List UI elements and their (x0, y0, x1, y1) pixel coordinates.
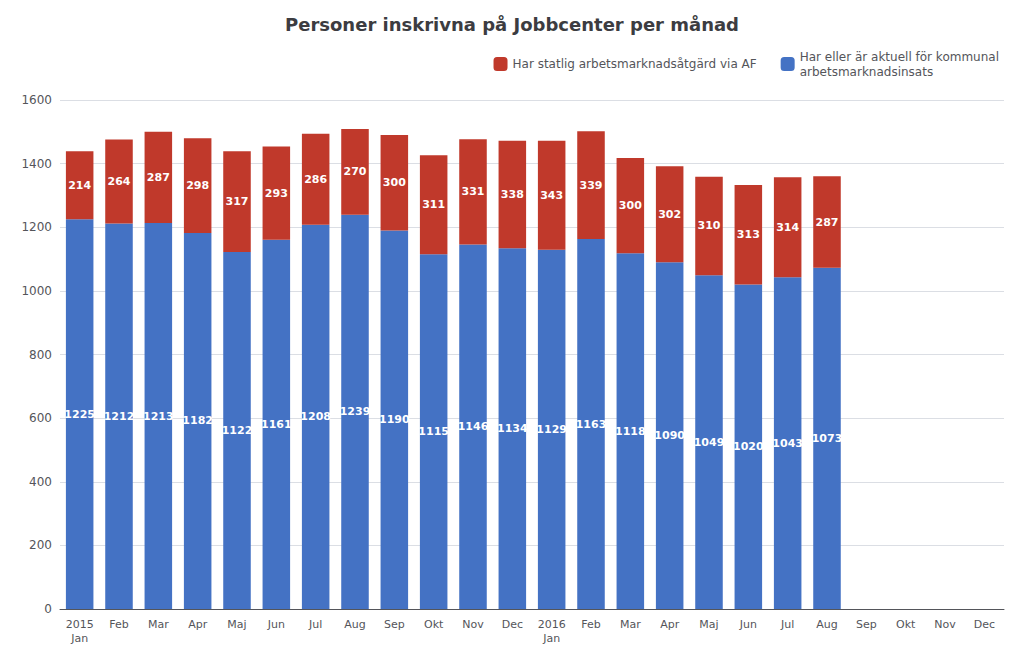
svg-text:1213: 1213 (143, 410, 174, 423)
svg-text:Sep: Sep (856, 618, 877, 631)
svg-text:1134: 1134 (497, 422, 528, 435)
svg-text:2016: 2016 (538, 618, 566, 631)
svg-text:Dec: Dec (502, 618, 523, 631)
svg-text:1225: 1225 (64, 408, 95, 421)
svg-text:286: 286 (304, 173, 327, 186)
svg-text:Nov: Nov (934, 618, 956, 631)
svg-text:1400: 1400 (21, 157, 52, 171)
svg-text:Mar: Mar (148, 618, 169, 631)
svg-text:Maj: Maj (227, 618, 246, 631)
svg-text:214: 214 (68, 179, 91, 192)
svg-text:300: 300 (619, 199, 642, 212)
svg-text:Okt: Okt (896, 618, 916, 631)
svg-text:1118: 1118 (615, 425, 646, 438)
svg-text:1212: 1212 (104, 410, 135, 423)
svg-text:600: 600 (29, 411, 52, 425)
svg-text:1182: 1182 (182, 414, 213, 427)
svg-text:Feb: Feb (581, 618, 600, 631)
svg-text:1129: 1129 (536, 423, 567, 436)
svg-text:Jun: Jun (739, 618, 757, 631)
svg-text:200: 200 (29, 538, 52, 552)
svg-text:Apr: Apr (660, 618, 680, 631)
svg-text:Okt: Okt (424, 618, 444, 631)
svg-text:302: 302 (658, 208, 681, 221)
svg-text:1115: 1115 (418, 425, 449, 438)
svg-text:1190: 1190 (379, 413, 410, 426)
svg-text:Personer inskrivna på Jobbcent: Personer inskrivna på Jobbcenter per mån… (285, 14, 739, 35)
svg-text:Aug: Aug (816, 618, 837, 631)
svg-text:338: 338 (501, 188, 524, 201)
svg-text:339: 339 (580, 179, 603, 192)
svg-text:Apr: Apr (188, 618, 208, 631)
svg-text:1122: 1122 (222, 424, 253, 437)
svg-text:Feb: Feb (109, 618, 128, 631)
svg-text:1161: 1161 (261, 418, 292, 431)
svg-text:1146: 1146 (458, 420, 489, 433)
svg-text:1090: 1090 (654, 429, 685, 442)
svg-text:293: 293 (265, 187, 288, 200)
svg-text:287: 287 (816, 216, 839, 229)
svg-text:Aug: Aug (344, 618, 365, 631)
svg-text:arbetsmarknadsinsats: arbetsmarknadsinsats (800, 65, 934, 79)
svg-text:1049: 1049 (694, 436, 725, 449)
svg-text:Jun: Jun (267, 618, 285, 631)
svg-text:298: 298 (186, 179, 209, 192)
svg-text:800: 800 (29, 348, 52, 362)
svg-text:270: 270 (344, 165, 367, 178)
svg-text:Mar: Mar (620, 618, 641, 631)
svg-text:Maj: Maj (699, 618, 718, 631)
svg-text:300: 300 (383, 176, 406, 189)
svg-text:310: 310 (698, 219, 721, 232)
svg-text:313: 313 (737, 228, 760, 241)
svg-text:311: 311 (422, 198, 445, 211)
svg-text:1200: 1200 (21, 220, 52, 234)
svg-text:Jul: Jul (308, 618, 322, 631)
svg-text:343: 343 (540, 189, 563, 202)
svg-text:287: 287 (147, 171, 170, 184)
svg-text:0: 0 (44, 602, 52, 616)
svg-text:Jan: Jan (542, 632, 560, 645)
svg-text:Nov: Nov (462, 618, 484, 631)
svg-text:1208: 1208 (300, 410, 331, 423)
svg-text:1000: 1000 (21, 284, 52, 298)
svg-text:1600: 1600 (21, 93, 52, 107)
svg-text:1163: 1163 (576, 418, 607, 431)
svg-text:2015: 2015 (66, 618, 94, 631)
svg-text:317: 317 (226, 195, 249, 208)
svg-text:1239: 1239 (340, 405, 371, 418)
svg-text:Jan: Jan (70, 632, 88, 645)
svg-text:1020: 1020 (733, 440, 764, 453)
svg-text:264: 264 (108, 175, 131, 188)
svg-text:1073: 1073 (812, 432, 843, 445)
svg-text:Har statlig arbetsmarknadsåtgä: Har statlig arbetsmarknadsåtgärd via AF (513, 57, 757, 71)
svg-text:1043: 1043 (772, 437, 803, 450)
svg-text:Jul: Jul (780, 618, 794, 631)
svg-text:Har eller är aktuell för kommu: Har eller är aktuell för kommunal (800, 50, 999, 64)
svg-text:400: 400 (29, 475, 52, 489)
svg-text:314: 314 (776, 221, 799, 234)
svg-text:Sep: Sep (384, 618, 405, 631)
svg-text:331: 331 (462, 185, 485, 198)
svg-text:Dec: Dec (974, 618, 995, 631)
